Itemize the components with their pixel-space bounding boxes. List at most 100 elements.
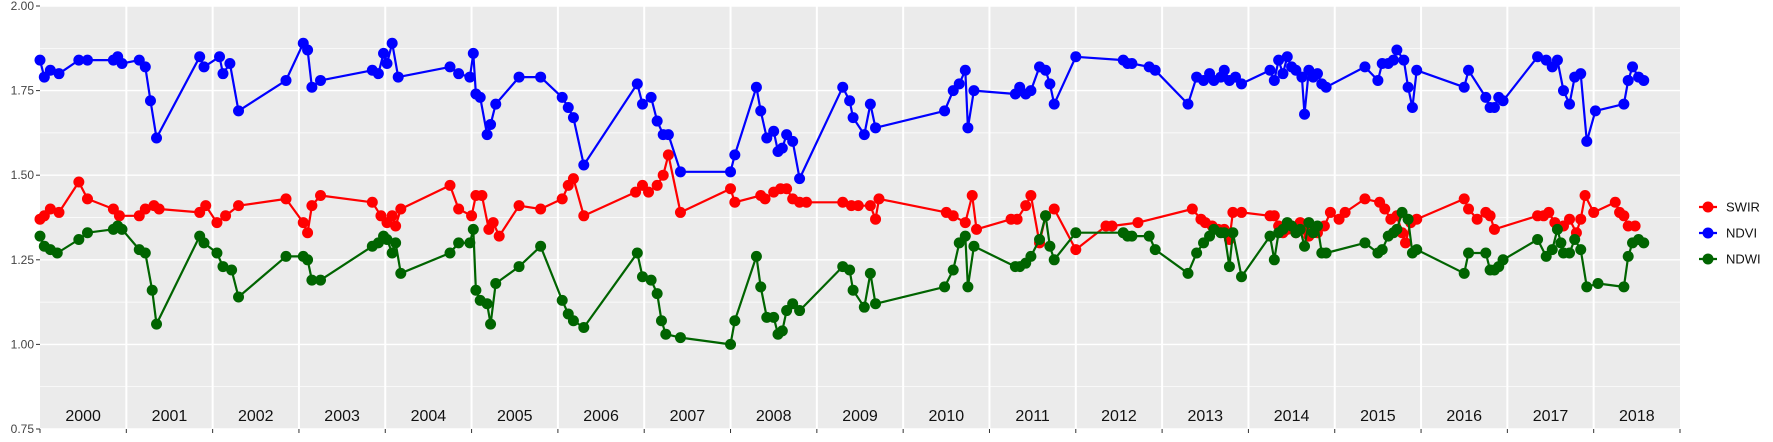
legend: SWIR NDVI NDWI bbox=[1699, 200, 1761, 267]
swir-point bbox=[453, 203, 465, 215]
ndwi-point bbox=[470, 284, 482, 296]
ndvi-point bbox=[631, 78, 643, 90]
ndvi-point bbox=[794, 173, 806, 185]
ndwi-point bbox=[729, 315, 741, 327]
ndvi-point bbox=[1463, 64, 1475, 76]
ndvi-point bbox=[674, 166, 686, 178]
swir-point bbox=[1463, 203, 1475, 215]
ndwi-point bbox=[390, 237, 402, 249]
ndvi-point bbox=[1551, 54, 1563, 66]
ndvi-point bbox=[151, 132, 163, 144]
ndvi-point bbox=[651, 115, 663, 127]
ndvi-point bbox=[386, 37, 398, 49]
swir-point bbox=[297, 217, 309, 229]
ndwi-point bbox=[1555, 237, 1567, 249]
ndwi-point bbox=[211, 247, 223, 259]
swir-point bbox=[139, 203, 151, 215]
swir-point bbox=[873, 193, 885, 205]
ndwi-point bbox=[1223, 261, 1235, 273]
ndvi-point bbox=[224, 58, 236, 70]
ndwi-point bbox=[73, 233, 85, 245]
swir-point bbox=[200, 200, 212, 212]
swir-point bbox=[1227, 206, 1239, 218]
ndvi-point bbox=[662, 129, 674, 141]
ndwi-point bbox=[1311, 220, 1323, 232]
x-axis: 2000 2001 2002 2003 2004 2005 2006 2007 2008 2009… bbox=[39, 408, 1681, 433]
swir-point bbox=[386, 210, 398, 222]
ndwi-point bbox=[81, 227, 93, 239]
ndwi-point bbox=[1564, 247, 1576, 259]
ndvi-point bbox=[1277, 68, 1289, 80]
ndvi-point bbox=[787, 135, 799, 147]
ndwi-point bbox=[444, 247, 456, 259]
year-label: 2003 bbox=[324, 408, 360, 425]
ndvi-point bbox=[645, 91, 657, 103]
ndvi-point bbox=[1025, 85, 1037, 97]
ndvi-point bbox=[755, 105, 767, 117]
swir-point bbox=[153, 203, 165, 215]
ndvi-point bbox=[116, 58, 128, 70]
ndvi-point bbox=[1398, 54, 1410, 66]
ndvi-point bbox=[1618, 98, 1630, 110]
ndvi-point bbox=[1391, 44, 1403, 56]
ndvi-point bbox=[1268, 74, 1280, 86]
legend-item-ndvi: NDVI bbox=[1699, 226, 1757, 241]
swir-point bbox=[959, 217, 971, 229]
ndwi-point bbox=[1463, 247, 1475, 259]
ndwi-point bbox=[233, 291, 245, 303]
ndwi-point bbox=[768, 311, 780, 323]
ndvi-point bbox=[485, 118, 497, 130]
ndwi-point bbox=[776, 325, 788, 337]
ndvi-point bbox=[233, 105, 245, 117]
ndwi-point bbox=[139, 247, 151, 259]
swir-point bbox=[1268, 210, 1280, 222]
swir-point bbox=[1236, 206, 1248, 218]
legend-label: NDVI bbox=[1726, 226, 1757, 241]
ndwi-point bbox=[1391, 223, 1403, 235]
swir-point bbox=[729, 196, 741, 208]
ndvi-point bbox=[392, 71, 404, 83]
series-layer bbox=[34, 37, 1650, 350]
swir-point bbox=[567, 173, 579, 185]
ndwi-point bbox=[645, 274, 657, 286]
year-label: 2009 bbox=[842, 408, 878, 425]
ndvi-point bbox=[1575, 68, 1587, 80]
swir-point bbox=[44, 203, 56, 215]
ndvi-point bbox=[776, 142, 788, 154]
ndwi-point bbox=[1411, 244, 1423, 256]
ndwi-point bbox=[1569, 233, 1581, 245]
swir-point bbox=[674, 206, 686, 218]
ndvi-point bbox=[1126, 58, 1138, 70]
ndvi-point bbox=[1387, 54, 1399, 66]
ndvi-point bbox=[864, 98, 876, 110]
year-label: 2007 bbox=[670, 408, 706, 425]
ndwi-point bbox=[1294, 223, 1306, 235]
ndvi-point bbox=[1273, 54, 1285, 66]
swir-point bbox=[513, 200, 525, 212]
year-label: 2004 bbox=[411, 408, 447, 425]
swir-point bbox=[444, 179, 456, 191]
y-tick-label: 1.00 bbox=[11, 337, 35, 351]
swir-point bbox=[535, 203, 547, 215]
ndvi-point bbox=[453, 68, 465, 80]
ndwi-point bbox=[535, 240, 547, 252]
swir-point bbox=[800, 196, 812, 208]
ndvi-point bbox=[1488, 102, 1500, 114]
ndvi-point bbox=[1044, 78, 1056, 90]
ndvi-point bbox=[562, 102, 574, 114]
ndvi-point bbox=[768, 125, 780, 137]
ndwi-point bbox=[1480, 247, 1492, 259]
ndwi-point bbox=[453, 237, 465, 249]
swir-point bbox=[1011, 213, 1023, 225]
ndwi-point bbox=[1143, 230, 1155, 242]
ndwi-point bbox=[1546, 244, 1558, 256]
ndwi-point bbox=[844, 264, 856, 276]
ndvi-point bbox=[280, 74, 292, 86]
ndvi-point bbox=[481, 129, 493, 141]
ndwi-point bbox=[1532, 233, 1544, 245]
swir-point bbox=[1106, 220, 1118, 232]
swir-point bbox=[864, 200, 876, 212]
series-ndvi bbox=[34, 37, 1650, 185]
swir-point bbox=[556, 193, 568, 205]
ndwi-point bbox=[567, 315, 579, 327]
